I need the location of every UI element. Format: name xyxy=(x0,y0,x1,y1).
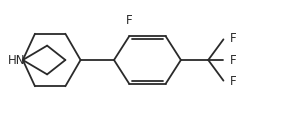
Text: HN: HN xyxy=(8,54,25,66)
Text: F: F xyxy=(126,14,133,28)
Text: F: F xyxy=(230,32,236,45)
Text: F: F xyxy=(230,54,236,66)
Text: F: F xyxy=(230,75,236,88)
